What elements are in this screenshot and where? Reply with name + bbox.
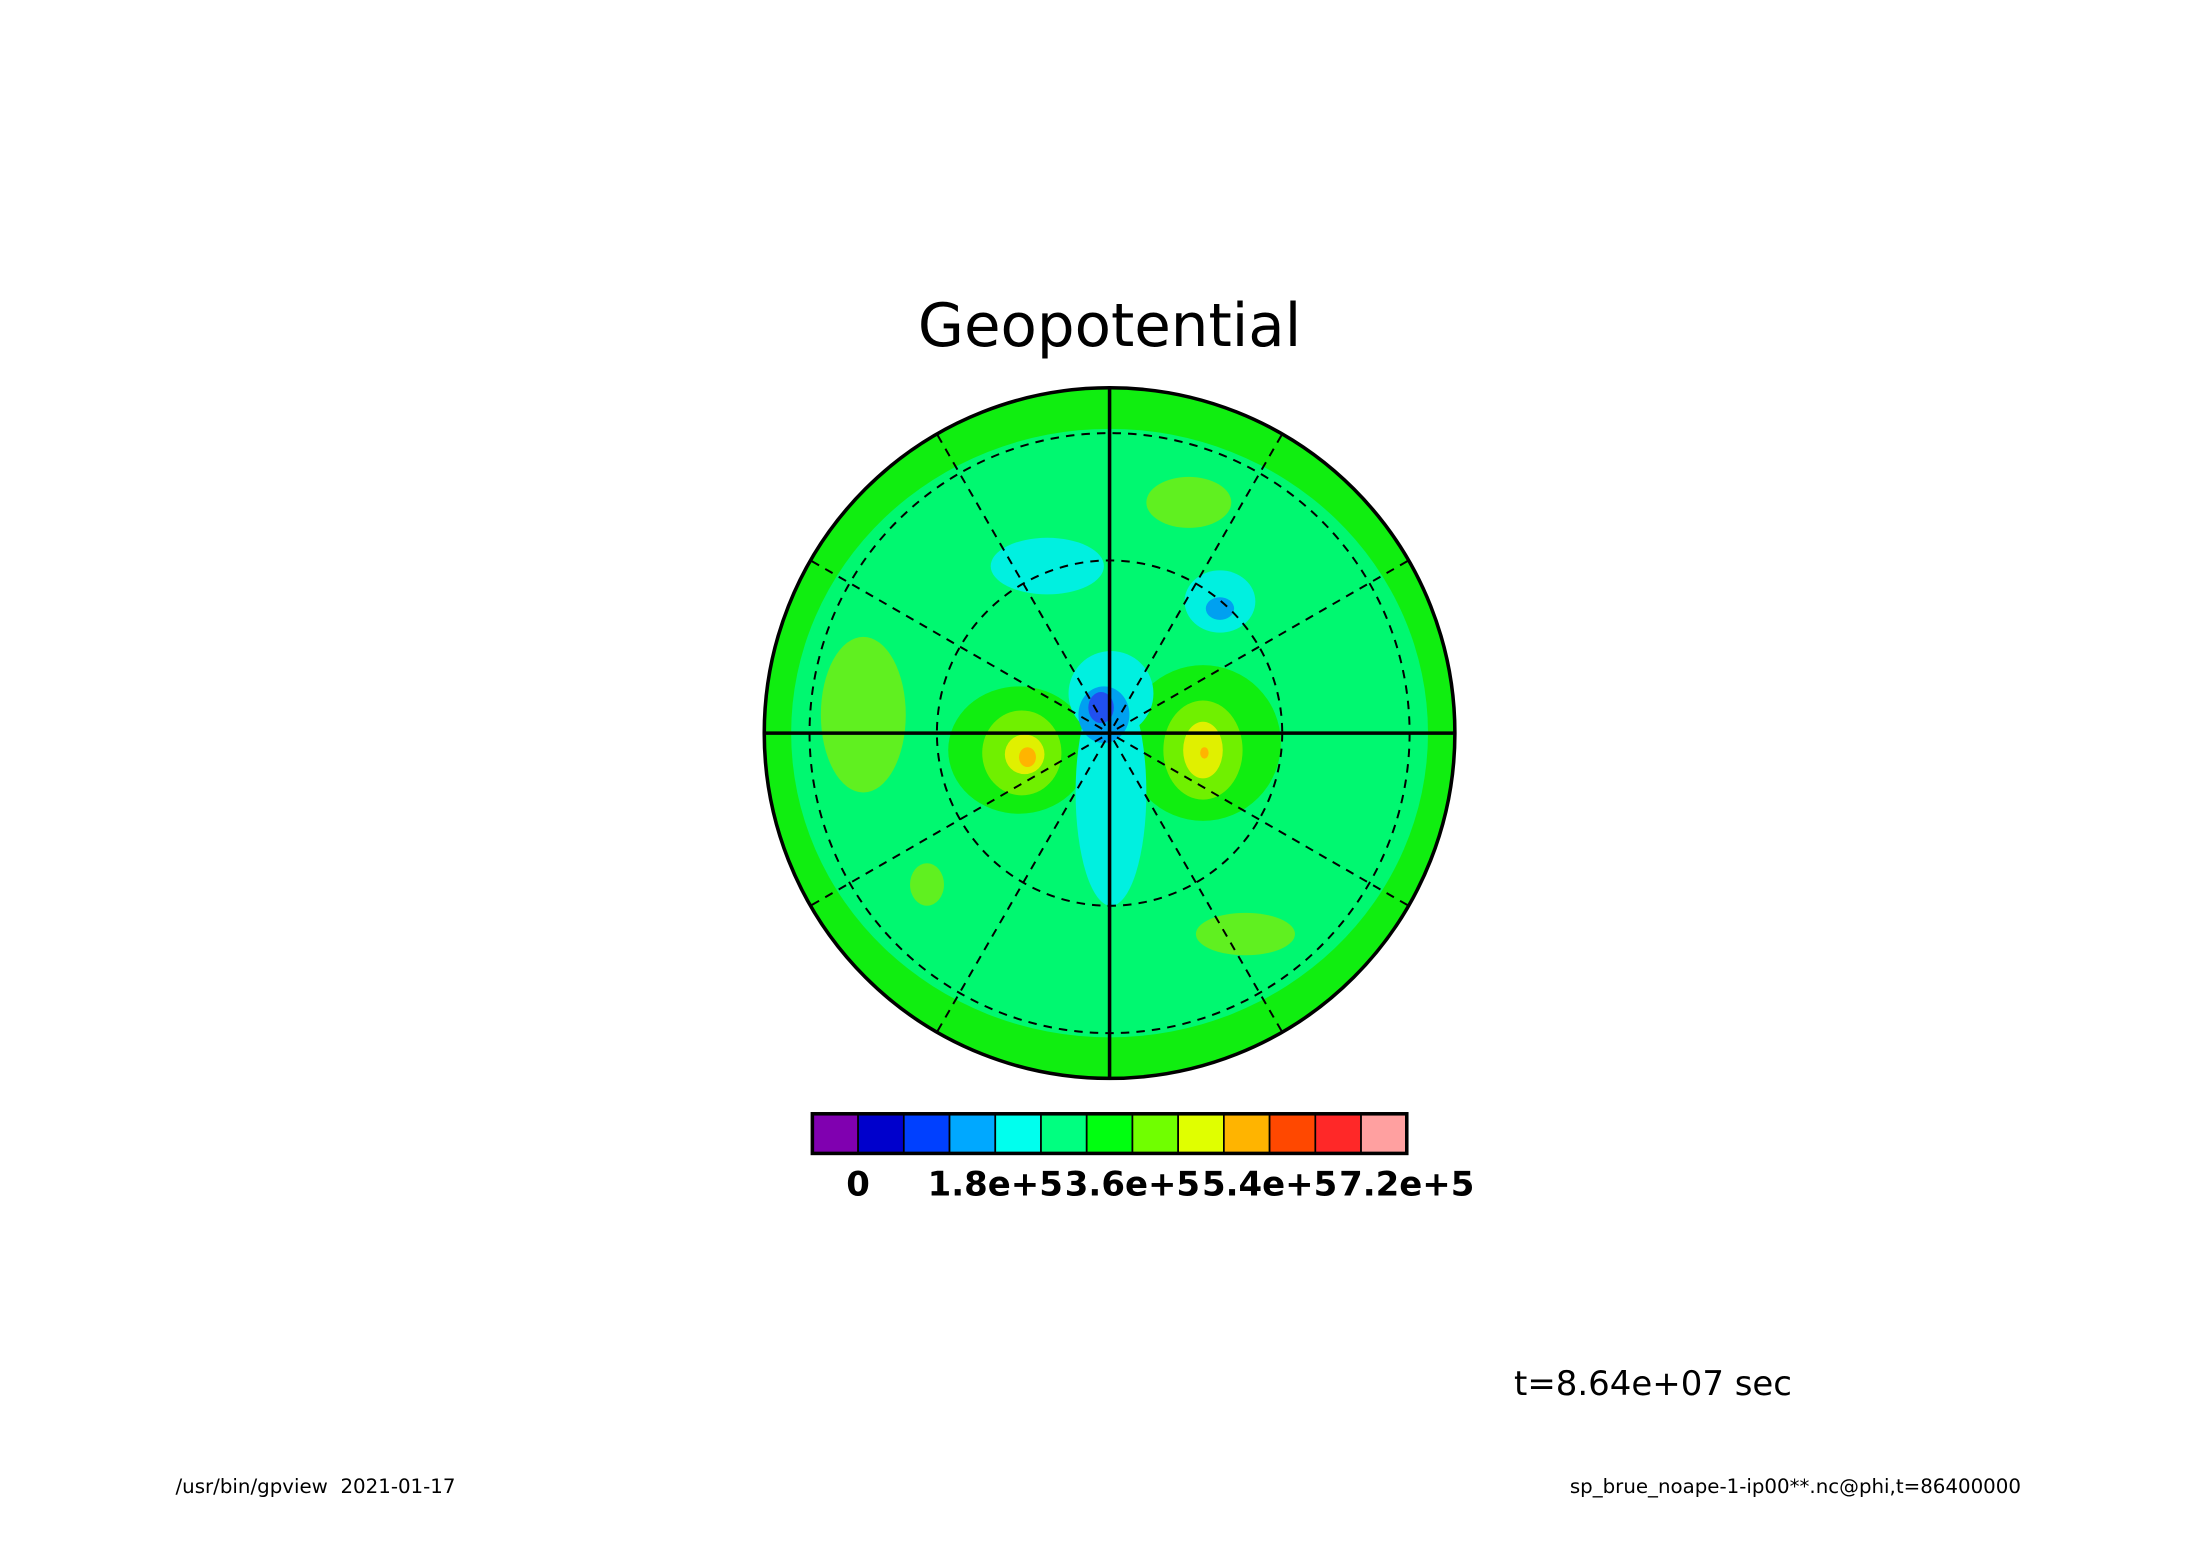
colorbar-box xyxy=(1177,1112,1225,1155)
colorbar-tick-label: 0 xyxy=(846,1164,870,1204)
annotation: t=8.64e+07 sec xyxy=(1514,1364,1792,1404)
colorbar-box xyxy=(1314,1112,1362,1155)
contour-field xyxy=(764,387,1455,1079)
colorbar-box xyxy=(1223,1112,1271,1155)
meridian xyxy=(936,433,1107,727)
footer-right: sp_brue_noape-1-ip00**.nc@phi,t=86400000 xyxy=(1570,1475,2021,1498)
meridian xyxy=(810,559,1103,730)
colorbar-tick-label: 5.4e+5 xyxy=(1202,1164,1337,1204)
meridian xyxy=(810,736,1103,907)
colorbar-box xyxy=(1268,1112,1317,1155)
colorbar-tick-label: 1.8e+5 xyxy=(928,1164,1063,1204)
footer-left: /usr/bin/gpview 2021-01-17 xyxy=(176,1475,456,1498)
colorbar-box xyxy=(994,1112,1042,1155)
colorbar-box xyxy=(1360,1112,1408,1155)
chart-title: Geopotential xyxy=(918,292,1301,361)
colorbar-box xyxy=(811,1112,859,1155)
meridian xyxy=(1116,736,1410,907)
colorbar-box xyxy=(1040,1112,1088,1155)
colorbar-tick-label: 7.2e+5 xyxy=(1339,1164,1474,1204)
colorbar-box xyxy=(857,1112,905,1155)
meridian xyxy=(1112,433,1284,727)
frame xyxy=(762,386,1457,1081)
colorbar-frame xyxy=(810,1112,1409,1156)
meridian xyxy=(1116,559,1410,730)
colorbar-box xyxy=(1131,1112,1180,1155)
colorbar-box xyxy=(902,1112,951,1155)
meridian xyxy=(1112,739,1284,1033)
colorbar: 0 1.8e+5 3.6e+5 5.4e+5 7.2e+5 xyxy=(810,1112,1474,1204)
colorbar-tick-label: 3.6e+5 xyxy=(1065,1164,1200,1204)
colorbar-box xyxy=(1085,1112,1134,1155)
meridian xyxy=(936,739,1107,1033)
colorbar-box xyxy=(948,1112,997,1155)
